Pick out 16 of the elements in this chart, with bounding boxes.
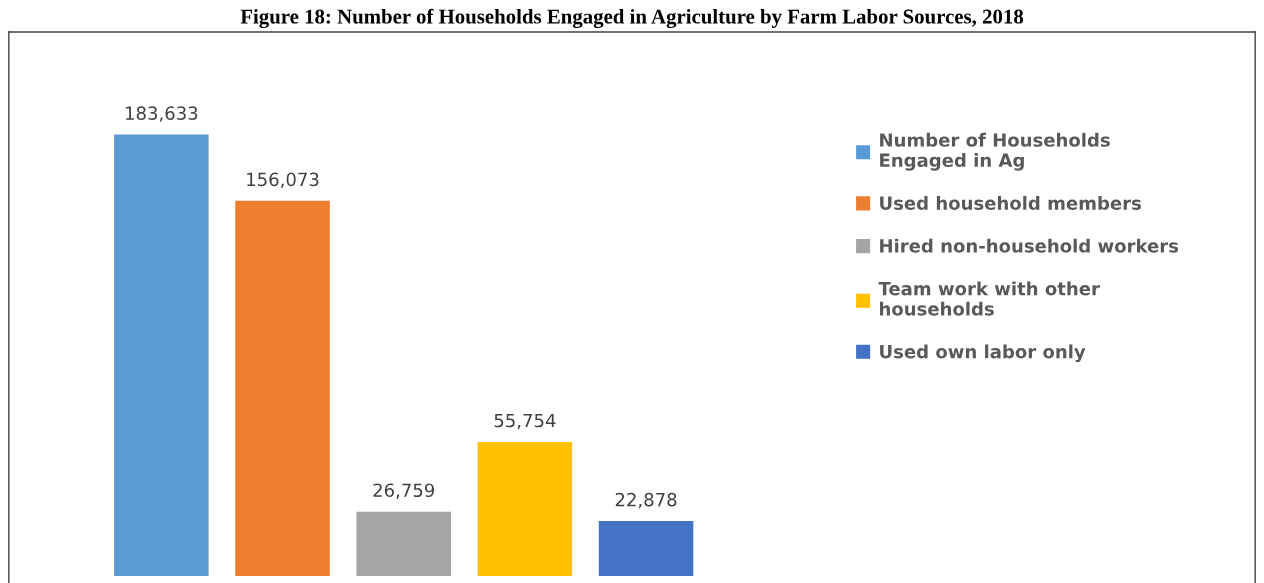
bar [477,441,573,576]
bar [114,134,209,576]
data-label: 22,878 [615,492,677,509]
data-label: 156,073 [247,172,319,189]
legend-label: Hired non-household workers [880,238,1179,253]
data-label: 183,633 [126,106,198,122]
data-label: 26,759 [373,483,435,499]
bar [356,511,451,576]
legend-label: Used household members [880,195,1141,210]
chart-title: Figure 18: Number of Households Engaged in Agriculture by Farm Labor Sources, 2018 [240,8,1024,29]
legend-label: Number of Households Engaged in Ag [880,132,1110,171]
bar [598,521,694,576]
legend-label: Used own labor only [880,344,1086,363]
data-label: 55,754 [494,413,556,430]
legend-label: Team work with other households [878,281,1100,316]
bar [235,200,330,576]
